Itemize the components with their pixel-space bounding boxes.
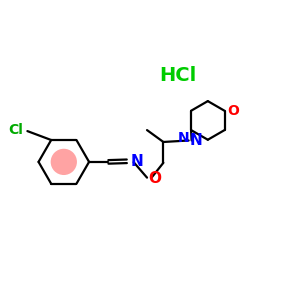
Text: Cl: Cl	[8, 123, 23, 136]
Text: N: N	[190, 133, 203, 148]
Text: N: N	[131, 154, 143, 169]
Text: N: N	[178, 131, 190, 145]
Text: HCl: HCl	[160, 66, 197, 85]
Circle shape	[51, 149, 77, 175]
Text: O: O	[227, 104, 239, 118]
Text: O: O	[148, 171, 161, 186]
